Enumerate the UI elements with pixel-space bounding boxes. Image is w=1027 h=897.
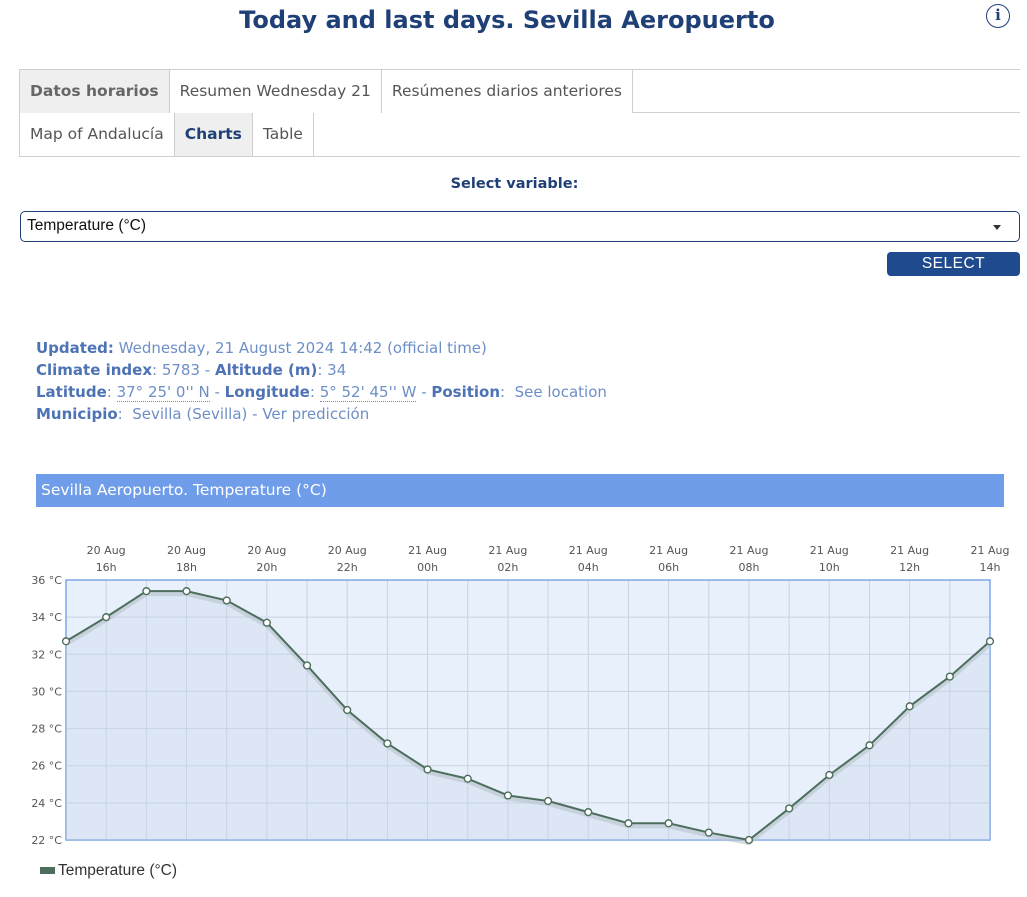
tab-map[interactable]: Map of Andalucía <box>19 113 175 156</box>
data-point <box>61 637 71 646</box>
x-tick-hour: 00h <box>417 561 438 574</box>
data-point <box>785 804 794 813</box>
x-tick-date: 21 Aug <box>729 544 768 557</box>
data-point <box>383 739 392 748</box>
updated-value: Wednesday, 21 August 2024 14:42 (officia… <box>118 339 487 357</box>
climate-value: : 5783 - <box>152 361 215 379</box>
data-point <box>704 828 713 837</box>
x-tick-date: 21 Aug <box>810 544 849 557</box>
data-point <box>222 596 231 605</box>
x-tick-date: 20 Aug <box>328 544 367 557</box>
y-tick-label: 24 °C <box>31 797 62 810</box>
data-point <box>905 702 914 711</box>
data-point <box>825 770 834 780</box>
x-tick-date: 21 Aug <box>488 544 527 557</box>
tab-datos-horarios[interactable]: Datos horarios <box>19 70 170 113</box>
x-tick-date: 20 Aug <box>87 544 126 557</box>
sub-tabs: Map of Andalucía Charts Table <box>19 113 1020 157</box>
see-location-link[interactable]: See location <box>514 383 607 401</box>
main-tabs: Datos horarios Resumen Wednesday 21 Resú… <box>19 69 1020 113</box>
municipio-label: Municipio <box>36 405 118 423</box>
x-tick-hour: 20h <box>256 561 277 574</box>
page-title: Today and last days. Sevilla Aeropuerto <box>239 6 775 34</box>
x-tick-date: 21 Aug <box>971 544 1010 557</box>
x-tick-hour: 04h <box>578 561 599 574</box>
updated-label: Updated: <box>36 339 114 357</box>
longitude-value: 5° 52' 45'' W <box>319 383 417 402</box>
x-tick-hour: 08h <box>738 561 759 574</box>
data-point <box>744 835 754 845</box>
series-line-shadow <box>64 592 992 846</box>
climate-line: Climate index: 5783 - Altitude (m): 34 <box>36 361 346 379</box>
series-line <box>65 590 991 842</box>
position-label: Position <box>431 383 501 401</box>
y-tick-label: 28 °C <box>31 723 62 736</box>
x-tick-date: 20 Aug <box>247 544 286 557</box>
tab-resumenes-anteriores[interactable]: Resúmenes diarios anteriores <box>380 70 633 113</box>
data-point <box>302 661 312 670</box>
tab-charts[interactable]: Charts <box>173 113 253 156</box>
data-point <box>423 765 432 774</box>
x-tick-date: 21 Aug <box>890 544 929 557</box>
select-variable-label: Select variable: <box>450 176 579 192</box>
plot-border <box>65 579 991 841</box>
data-point <box>543 796 553 806</box>
municipio-line: Municipio: Sevilla (Sevilla) - Ver predi… <box>36 405 370 423</box>
data-point <box>985 637 995 646</box>
select-button[interactable]: SELECT <box>887 252 1020 276</box>
longitude-label: Longitude <box>224 383 310 401</box>
info-icon[interactable]: i <box>986 4 1010 28</box>
updated-line: Updated: Wednesday, 21 August 2024 14:42… <box>36 339 487 357</box>
temperature-chart: 36 °C 34 °C 32 °C 30 °C 28 °C 26 °C 24 °C 22 °C… <box>31 544 1010 847</box>
data-point <box>624 819 633 828</box>
x-tick-hour: 18h <box>176 561 197 574</box>
municipio-link[interactable]: Sevilla (Sevilla) - Ver predicción <box>132 405 370 423</box>
x-tick-hour: 22h <box>337 561 358 574</box>
tab-resumen-today[interactable]: Resumen Wednesday 21 <box>168 70 382 113</box>
x-tick-hour: 16h <box>96 561 117 574</box>
x-tick-hour: 14h <box>980 561 1001 574</box>
latitude-label: Latitude <box>36 383 107 401</box>
y-tick-label: 34 °C <box>31 611 62 624</box>
y-tick-label: 32 °C <box>31 648 62 661</box>
data-point <box>503 791 513 800</box>
series-area <box>66 591 990 840</box>
data-point <box>945 672 954 681</box>
data-point <box>142 587 151 596</box>
plot-area <box>66 580 990 840</box>
data-point <box>463 774 472 783</box>
x-tick-date: 21 Aug <box>408 544 447 557</box>
data-point <box>584 808 593 817</box>
x-tick-hour: 12h <box>899 561 920 574</box>
legend-label: Temperature (°C) <box>58 862 178 879</box>
y-tick-label: 36 °C <box>31 574 62 587</box>
data-point <box>664 819 673 828</box>
y-tick-label: 30 °C <box>31 685 62 698</box>
x-tick-hour: 02h <box>497 561 518 574</box>
climate-label: Climate index <box>36 361 153 379</box>
y-tick-label: 26 °C <box>31 760 62 773</box>
legend-swatch <box>40 867 55 875</box>
altitude-label: Altitude (m) <box>214 361 318 379</box>
x-tick-hour: 06h <box>658 561 679 574</box>
tab-table[interactable]: Table <box>251 113 314 156</box>
chart-legend[interactable]: Temperature (°C) <box>40 862 177 880</box>
data-point <box>182 587 191 596</box>
variable-select[interactable]: Temperature (°C) <box>20 211 1020 242</box>
latitude-value: 37° 25' 0'' N <box>116 383 210 402</box>
x-tick-hour: 10h <box>819 561 840 574</box>
data-point <box>865 741 874 750</box>
variable-select-value: Temperature (°C) <box>27 217 147 234</box>
data-point <box>102 613 111 622</box>
coordinates-line: Latitude: 37° 25' 0'' N - Longitude: 5° … <box>36 383 607 402</box>
chart-title: Sevilla Aeropuerto. Temperature (°C) <box>36 474 1004 507</box>
x-tick-date: 21 Aug <box>649 544 688 557</box>
x-tick-date: 21 Aug <box>569 544 608 557</box>
altitude-value: : 34 <box>317 361 347 379</box>
data-point <box>262 618 271 627</box>
y-tick-label: 22 °C <box>31 834 62 847</box>
chevron-down-icon <box>993 225 1001 230</box>
x-tick-date: 20 Aug <box>167 544 206 557</box>
data-point <box>343 705 352 715</box>
